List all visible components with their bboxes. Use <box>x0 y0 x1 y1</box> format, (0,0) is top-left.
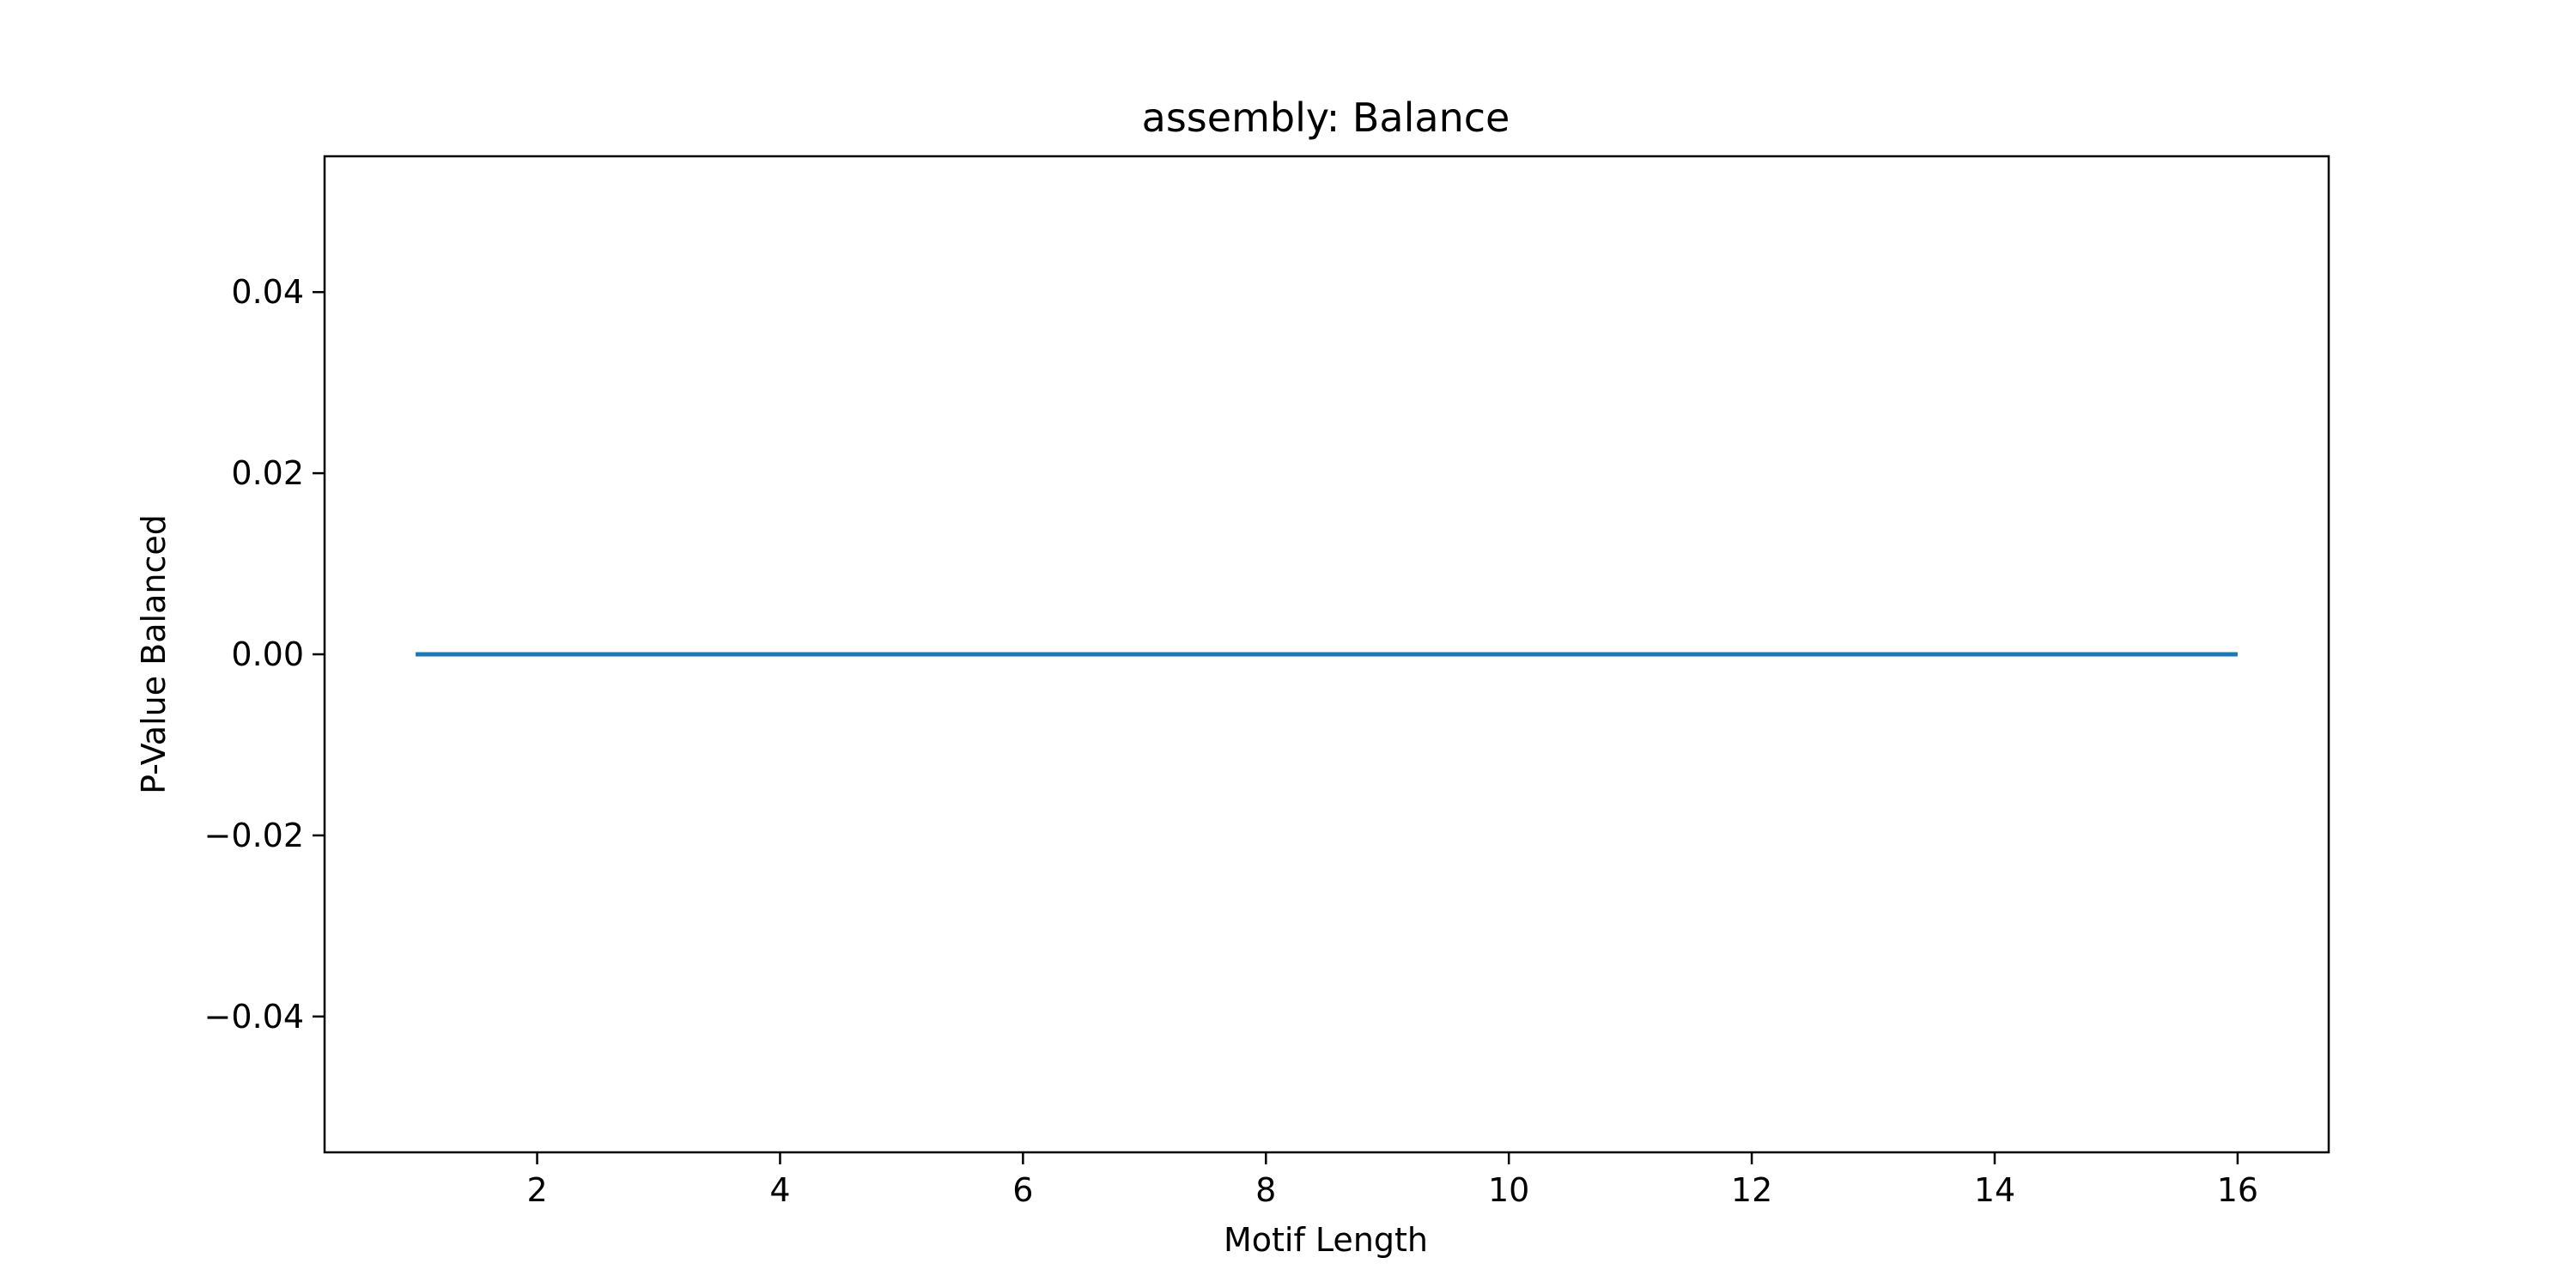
y-tick-label: −0.02 <box>204 817 304 854</box>
y-tick-label: 0.00 <box>231 635 304 673</box>
x-tick-label: 14 <box>1974 1171 2015 1209</box>
x-axis-label: Motif Length <box>1224 1221 1428 1259</box>
x-tick-label: 16 <box>2217 1171 2258 1209</box>
y-axis-label: P-Value Balanced <box>135 514 173 794</box>
x-tick-label: 6 <box>1012 1171 1033 1209</box>
y-axis: −0.04 −0.02 0.00 0.02 0.04 <box>204 273 325 1036</box>
x-axis: 2 4 6 8 10 12 14 16 <box>526 1152 2258 1209</box>
chart-title: assembly: Balance <box>1142 94 1510 141</box>
y-tick-label: −0.04 <box>204 998 304 1036</box>
x-tick-label: 2 <box>526 1171 547 1209</box>
x-tick-label: 10 <box>1488 1171 1529 1209</box>
y-tick-label: 0.02 <box>231 454 304 492</box>
y-tick-label: 0.04 <box>231 273 304 311</box>
x-tick-label: 4 <box>769 1171 790 1209</box>
x-tick-label: 12 <box>1731 1171 1772 1209</box>
x-tick-label: 8 <box>1255 1171 1276 1209</box>
